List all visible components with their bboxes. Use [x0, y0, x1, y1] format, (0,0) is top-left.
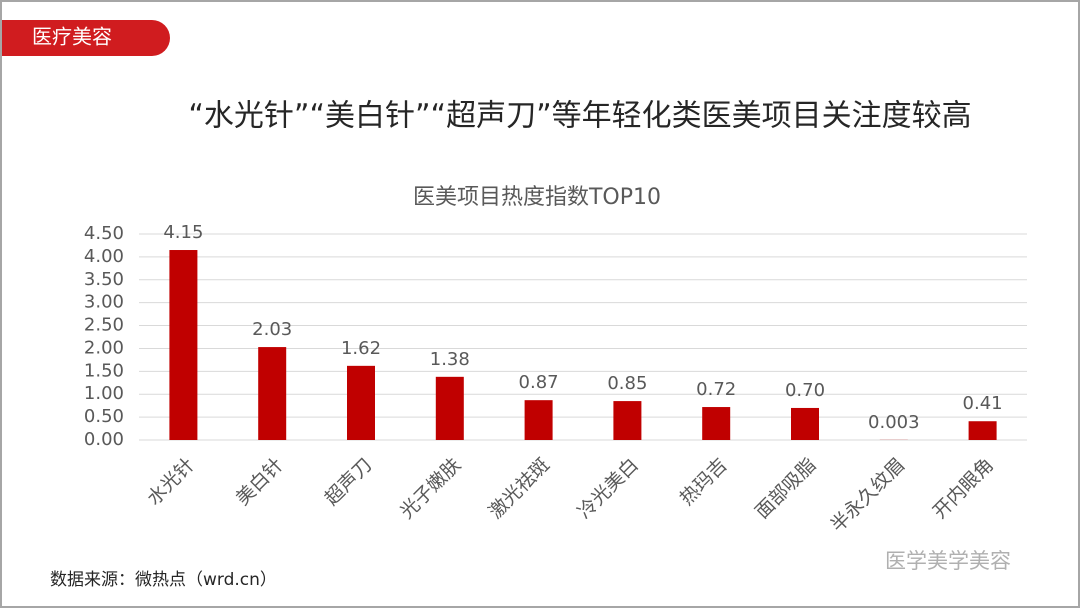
bar: [347, 365, 375, 440]
watermark: 医学美学美容: [885, 549, 1011, 573]
bar: [968, 421, 997, 440]
y-tick-label: 4.50: [84, 223, 124, 244]
bar: [435, 376, 464, 440]
value-label: 1.62: [341, 338, 381, 359]
y-tick-label: 0.00: [84, 429, 124, 450]
bar: [524, 400, 553, 440]
value-label: 0.70: [785, 380, 825, 401]
value-label: 4.15: [163, 222, 203, 243]
source: 数据来源：微热点（wrd.cn）: [50, 570, 277, 590]
bar: [791, 407, 819, 440]
value-label: 0.85: [607, 373, 647, 394]
y-tick-label: 2.50: [84, 315, 124, 336]
y-tick-label: 2.00: [84, 337, 124, 358]
header-tag: 医疗美容: [32, 25, 112, 49]
value-label: 0.87: [519, 372, 559, 393]
bar: [169, 250, 198, 440]
chart-title: 医美项目热度指数TOP10: [413, 185, 661, 210]
value-label: 0.72: [696, 379, 736, 400]
value-label: 0.41: [963, 393, 1003, 414]
y-tick-label: 1.50: [84, 360, 124, 381]
headline: “水光针”“美白针”“超声刀”等年轻化类医美项目关注度较高: [188, 99, 971, 134]
bar: [258, 347, 287, 440]
y-tick-label: 3.00: [84, 292, 124, 313]
bar: [613, 401, 642, 440]
value-label: 1.38: [430, 349, 470, 370]
header-tag-bg: [2, 20, 170, 56]
bar: [702, 407, 731, 440]
value-label: 0.003: [868, 412, 920, 433]
y-tick-label: 4.00: [84, 246, 124, 267]
y-tick-label: 3.50: [84, 269, 124, 290]
y-tick-label: 0.50: [84, 406, 124, 427]
value-label: 2.03: [252, 319, 292, 340]
y-tick-label: 1.00: [84, 383, 124, 404]
